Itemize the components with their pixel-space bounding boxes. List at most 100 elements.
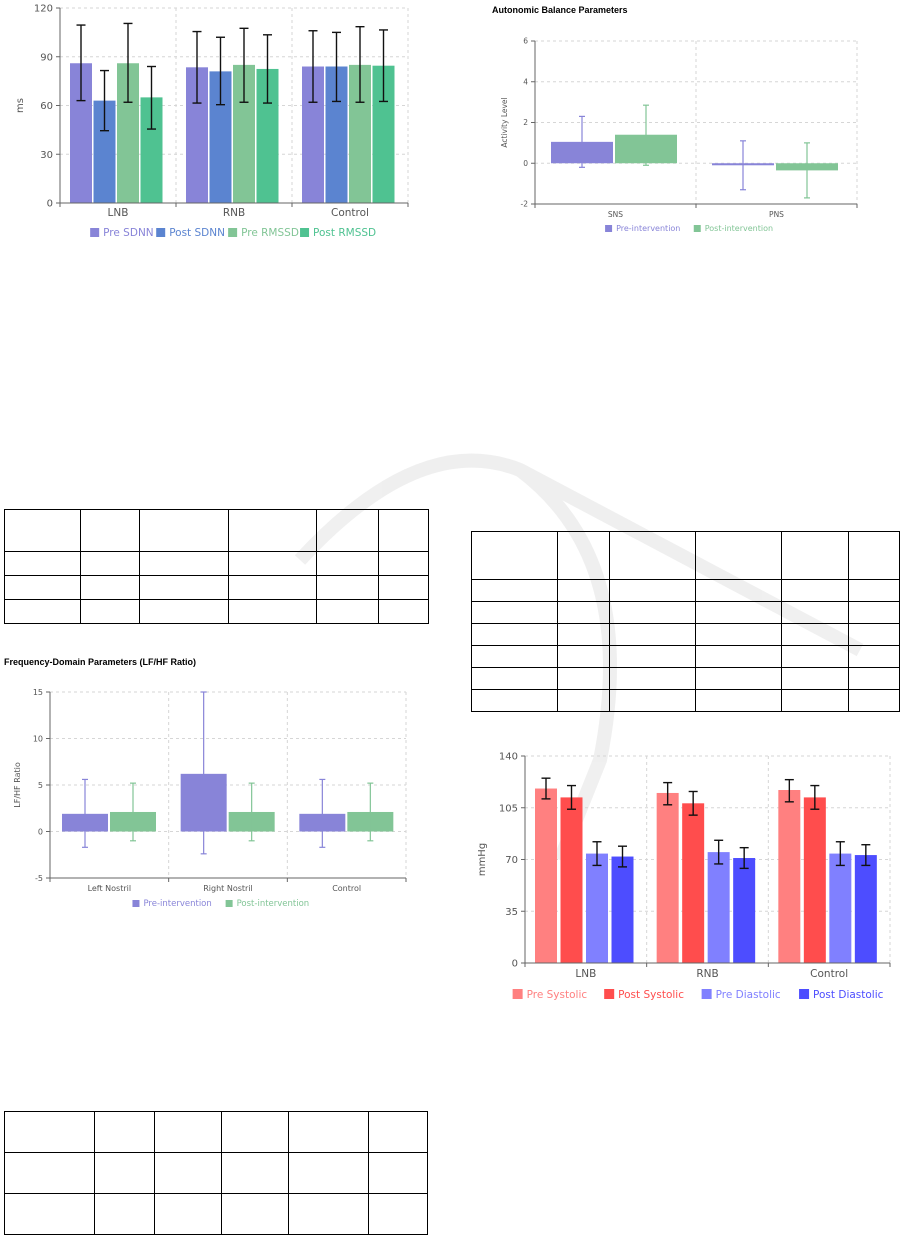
table-row [471, 601, 900, 624]
error-bar [147, 65, 156, 130]
error-bar [835, 841, 845, 867]
x-tick-label: LNB [108, 207, 129, 219]
y-tick-label: 10 [33, 734, 43, 743]
error-bar [592, 841, 602, 867]
x-tick-label: Control [331, 207, 369, 219]
y-tick-label: 0 [38, 827, 43, 836]
autonomic-chart: SNS PNS -2 0 2 4 6 Activity Level Pre-interventi… [500, 37, 858, 233]
bar [611, 856, 634, 963]
bar [586, 853, 608, 963]
legend-label: Pre Diastolic [716, 989, 781, 1001]
error-bar [130, 782, 136, 842]
legend: Pre Systolic Post Systolic Pre Diastolic Po… [512, 989, 884, 1001]
bar [372, 65, 395, 203]
bar [209, 71, 232, 203]
table-row [471, 579, 900, 602]
y-tick-label: 2 [523, 118, 528, 127]
bar [302, 66, 324, 203]
table-row [471, 623, 900, 646]
bar [233, 64, 255, 203]
y-tick-label: -2 [521, 200, 529, 209]
bar [733, 858, 756, 963]
legend: Pre SDNN Post SDNN Pre RMSSD Post RMSSD [90, 227, 376, 239]
legend-swatch [512, 989, 523, 999]
table-row [471, 667, 900, 690]
y-tick-label: 90 [40, 52, 53, 63]
bar [778, 790, 801, 963]
bar [117, 63, 139, 203]
bar [682, 803, 705, 963]
x-tick-label: RNB [223, 207, 245, 219]
bar [349, 64, 371, 203]
bar [656, 792, 679, 963]
table-3 [3, 1111, 429, 1235]
legend-swatch [90, 228, 100, 237]
lfhf-chart-title: Frequency-Domain Parameters (LF/HF Ratio… [4, 657, 197, 667]
error-bar [567, 784, 576, 810]
y-tick-label: 15 [33, 688, 43, 697]
y-tick-label: 6 [523, 37, 528, 46]
bar [256, 68, 279, 203]
legend-label: Post Systolic [618, 989, 684, 1001]
bar [140, 97, 163, 203]
y-tick-label: 105 [499, 803, 518, 814]
legend-swatch [605, 225, 613, 232]
legend-swatch [300, 228, 310, 237]
error-bar [541, 777, 551, 800]
error-bar [82, 778, 88, 848]
error-bar [739, 846, 749, 870]
legend: Pre-intervention Post-intervention [605, 224, 773, 233]
error-bar [579, 115, 585, 168]
y-tick-label: 140 [499, 752, 518, 763]
table-row [3, 1193, 429, 1235]
x-tick-label: Control [332, 884, 361, 893]
y-tick-label: 0 [523, 159, 528, 168]
table-row [4, 575, 429, 600]
error-bar [861, 844, 871, 867]
y-tick-label: -5 [35, 874, 43, 883]
bar [560, 797, 583, 963]
error-bar [804, 142, 810, 199]
grid-lines [49, 691, 407, 879]
table-2 [471, 531, 900, 712]
bar [854, 855, 877, 963]
error-bar [784, 778, 794, 803]
hrv-chart-panel: LNB RNB Control 0 30 60 90 120 ms Pre SDNN Post SD… [0, 0, 420, 245]
table-row [4, 551, 429, 576]
error-bar [192, 30, 202, 104]
lfhf-chart: Left Nostril Right Nostril Control -5 0 5 10 15… [13, 688, 407, 909]
y-axis-label: ms [15, 98, 26, 113]
legend-swatch [156, 228, 166, 237]
legend-swatch [225, 900, 233, 907]
legend-swatch [701, 989, 712, 999]
error-bar [216, 36, 225, 106]
x-tick-label: RNB [696, 968, 718, 980]
y-tick-label: 30 [40, 150, 53, 161]
error-bar [263, 34, 272, 104]
y-tick-label: 60 [40, 101, 53, 112]
bar [186, 67, 208, 203]
legend-label: Post RMSSD [313, 227, 376, 239]
y-axis-label: Activity Level [500, 97, 509, 147]
y-tick-label: 0 [47, 199, 53, 210]
error-bar [200, 691, 207, 855]
bar [93, 100, 116, 203]
y-tick-label: 0 [512, 959, 518, 970]
autonomic-chart-title: Autonomic Balance Parameters [492, 5, 628, 15]
x-tick-label: SNS [608, 210, 623, 219]
x-tick-label: Control [810, 968, 848, 980]
table-row [471, 645, 900, 668]
bar [803, 797, 826, 963]
bar [829, 853, 852, 963]
autonomic-chart-panel: SNS PNS -2 0 2 4 6 Activity Level Pre-interventi… [490, 18, 870, 240]
error-bar [379, 29, 388, 103]
legend-label: Pre SDNN [103, 227, 154, 239]
legend-label: Post SDNN [169, 227, 225, 239]
error-bar [76, 24, 86, 102]
error-bar [618, 845, 627, 868]
y-tick-label: 4 [523, 77, 528, 86]
error-bar [740, 140, 746, 191]
error-bar [355, 25, 365, 103]
error-bar [248, 782, 255, 842]
error-bar [663, 781, 673, 806]
